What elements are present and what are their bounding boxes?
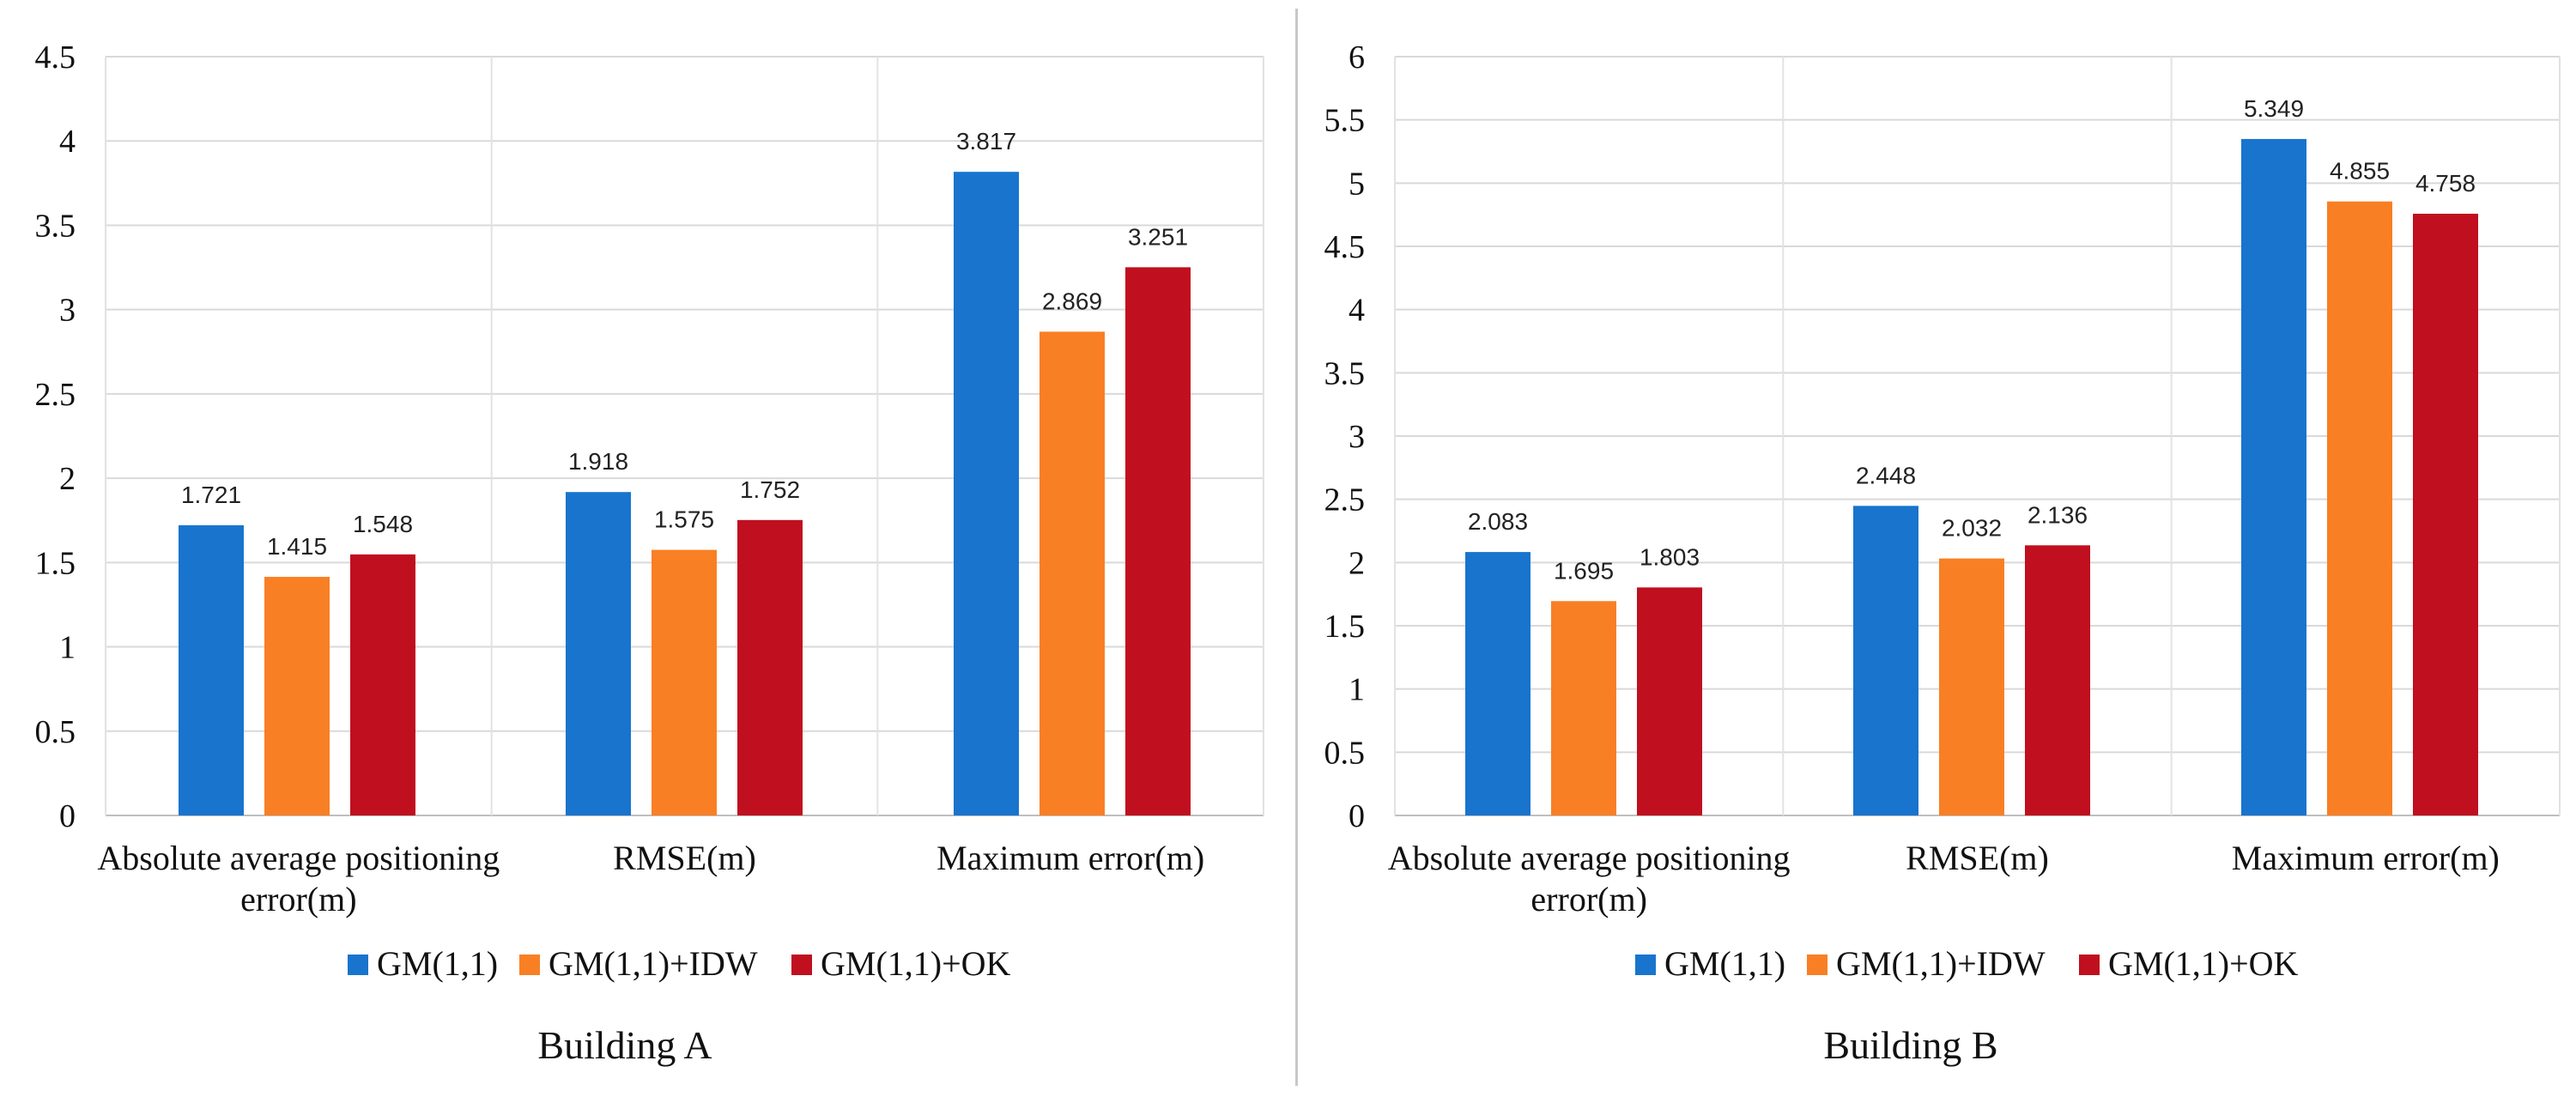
y-tick-label: 1 (59, 630, 76, 666)
y-tick-label: 2 (59, 461, 76, 497)
x-tick-label: RMSE(m) (613, 839, 756, 877)
y-tick-label: 4 (59, 124, 76, 160)
y-tick-label: 2 (1349, 545, 1365, 581)
y-tick-label: 0 (1349, 798, 1365, 834)
y-tick-label: 1.5 (1324, 609, 1366, 645)
bar-gm-1-1-idw-2 (2327, 201, 2392, 816)
data-label: 3.251 (1128, 223, 1188, 250)
data-label: 4.758 (2415, 170, 2476, 197)
data-label: 1.575 (654, 506, 714, 533)
y-tick-label: 1 (1349, 672, 1365, 708)
bar-gm-1-1--1 (566, 492, 631, 815)
legend-swatch (2079, 955, 2100, 975)
data-label: 1.721 (181, 482, 241, 508)
bar-gm-1-1-ok-1 (737, 519, 803, 815)
bar-gm-1-1--1 (1853, 506, 1918, 815)
bar-gm-1-1-ok-1 (2025, 545, 2090, 815)
bar-gm-1-1--2 (954, 172, 1019, 815)
data-label: 1.752 (740, 476, 800, 503)
bar-gm-1-1-ok-2 (2413, 213, 2478, 815)
bar-gm-1-1-idw-1 (1939, 558, 2004, 815)
data-label: 2.448 (1856, 462, 1916, 488)
data-label: 1.548 (353, 511, 413, 537)
y-tick-label: 3 (59, 293, 76, 329)
data-label: 2.869 (1042, 288, 1102, 314)
bar-gm-1-1-idw-1 (652, 549, 717, 815)
x-tick-label: Absolute average positioning (1388, 839, 1791, 877)
panel-divider (1295, 9, 1298, 1086)
x-tick-label: error(m) (1530, 880, 1646, 918)
chart-title: Building A (537, 1023, 712, 1067)
legend-label: GM(1,1)+OK (2108, 944, 2299, 983)
data-label: 1.415 (267, 533, 327, 560)
bar-gm-1-1-idw-2 (1039, 331, 1105, 815)
y-tick-label: 3.5 (35, 208, 76, 244)
chart-building-a: 0 0.5 1 1.5 2 2.5 3 3.5 4 4.5 1.721 1.918 3.817 1.415… (35, 39, 1264, 1067)
legend-swatch (519, 955, 540, 975)
y-tick-label: 5.5 (1324, 103, 1366, 139)
bar-gm-1-1-ok-0 (350, 554, 415, 815)
legend-label: GM(1,1)+IDW (1836, 944, 2046, 983)
data-label: 3.817 (956, 128, 1016, 155)
data-label: 2.083 (1468, 508, 1528, 535)
bar-gm-1-1-ok-2 (1125, 267, 1191, 815)
data-label: 2.136 (2027, 501, 2088, 528)
legend-swatch (1635, 955, 1656, 975)
legend-label: GM(1,1) (377, 944, 498, 983)
legend-label: GM(1,1)+OK (821, 944, 1011, 983)
bar-gm-1-1--0 (1465, 552, 1530, 815)
legend-swatch (348, 955, 368, 975)
y-tick-label: 6 (1349, 39, 1365, 76)
bar-gm-1-1-ok-0 (1637, 587, 1702, 815)
bar-gm-1-1-idw-0 (1551, 601, 1616, 815)
y-tick-label: 4.5 (1324, 229, 1366, 265)
data-label: 1.918 (568, 448, 628, 475)
data-label: 1.695 (1554, 557, 1614, 584)
legend-swatch (791, 955, 812, 975)
y-tick-label: 2.5 (35, 377, 76, 413)
data-label: 4.855 (2330, 158, 2390, 185)
data-label: 2.032 (1942, 515, 2002, 542)
x-tick-label: Maximum error(m) (936, 839, 1204, 877)
y-tick-label: 4.5 (35, 39, 76, 76)
y-tick-label: 0 (59, 798, 76, 834)
y-tick-label: 0.5 (35, 714, 76, 750)
x-tick-label: Absolute average positioning (97, 839, 500, 877)
y-tick-label: 0.5 (1324, 735, 1366, 771)
y-tick-label: 3.5 (1324, 355, 1366, 391)
bar-gm-1-1--0 (179, 524, 244, 815)
x-tick-label: Maximum error(m) (2232, 839, 2500, 877)
y-tick-label: 2.5 (1324, 482, 1366, 518)
y-tick-label: 5 (1349, 166, 1365, 202)
data-label: 1.803 (1640, 543, 1700, 570)
legend-label: GM(1,1)+IDW (549, 944, 758, 983)
y-tick-label: 4 (1349, 293, 1365, 329)
x-tick-label: RMSE(m) (1906, 839, 2049, 877)
bar-gm-1-1--2 (2241, 138, 2306, 815)
bar-gm-1-1-idw-0 (264, 577, 330, 815)
y-tick-label: 1.5 (35, 545, 76, 581)
legend-label: GM(1,1) (1664, 944, 1785, 983)
y-tick-label: 3 (1349, 419, 1365, 455)
chart-building-b: 0 0.5 1 1.5 2 2.5 3 3.5 4 4.5 5 5.5 6 2.083 2.448 5.349… (1324, 39, 2561, 1067)
x-tick-label: error(m) (240, 880, 356, 918)
chart-title: Building B (1823, 1023, 1997, 1067)
legend-swatch (1807, 955, 1827, 975)
data-label: 5.349 (2244, 95, 2304, 122)
